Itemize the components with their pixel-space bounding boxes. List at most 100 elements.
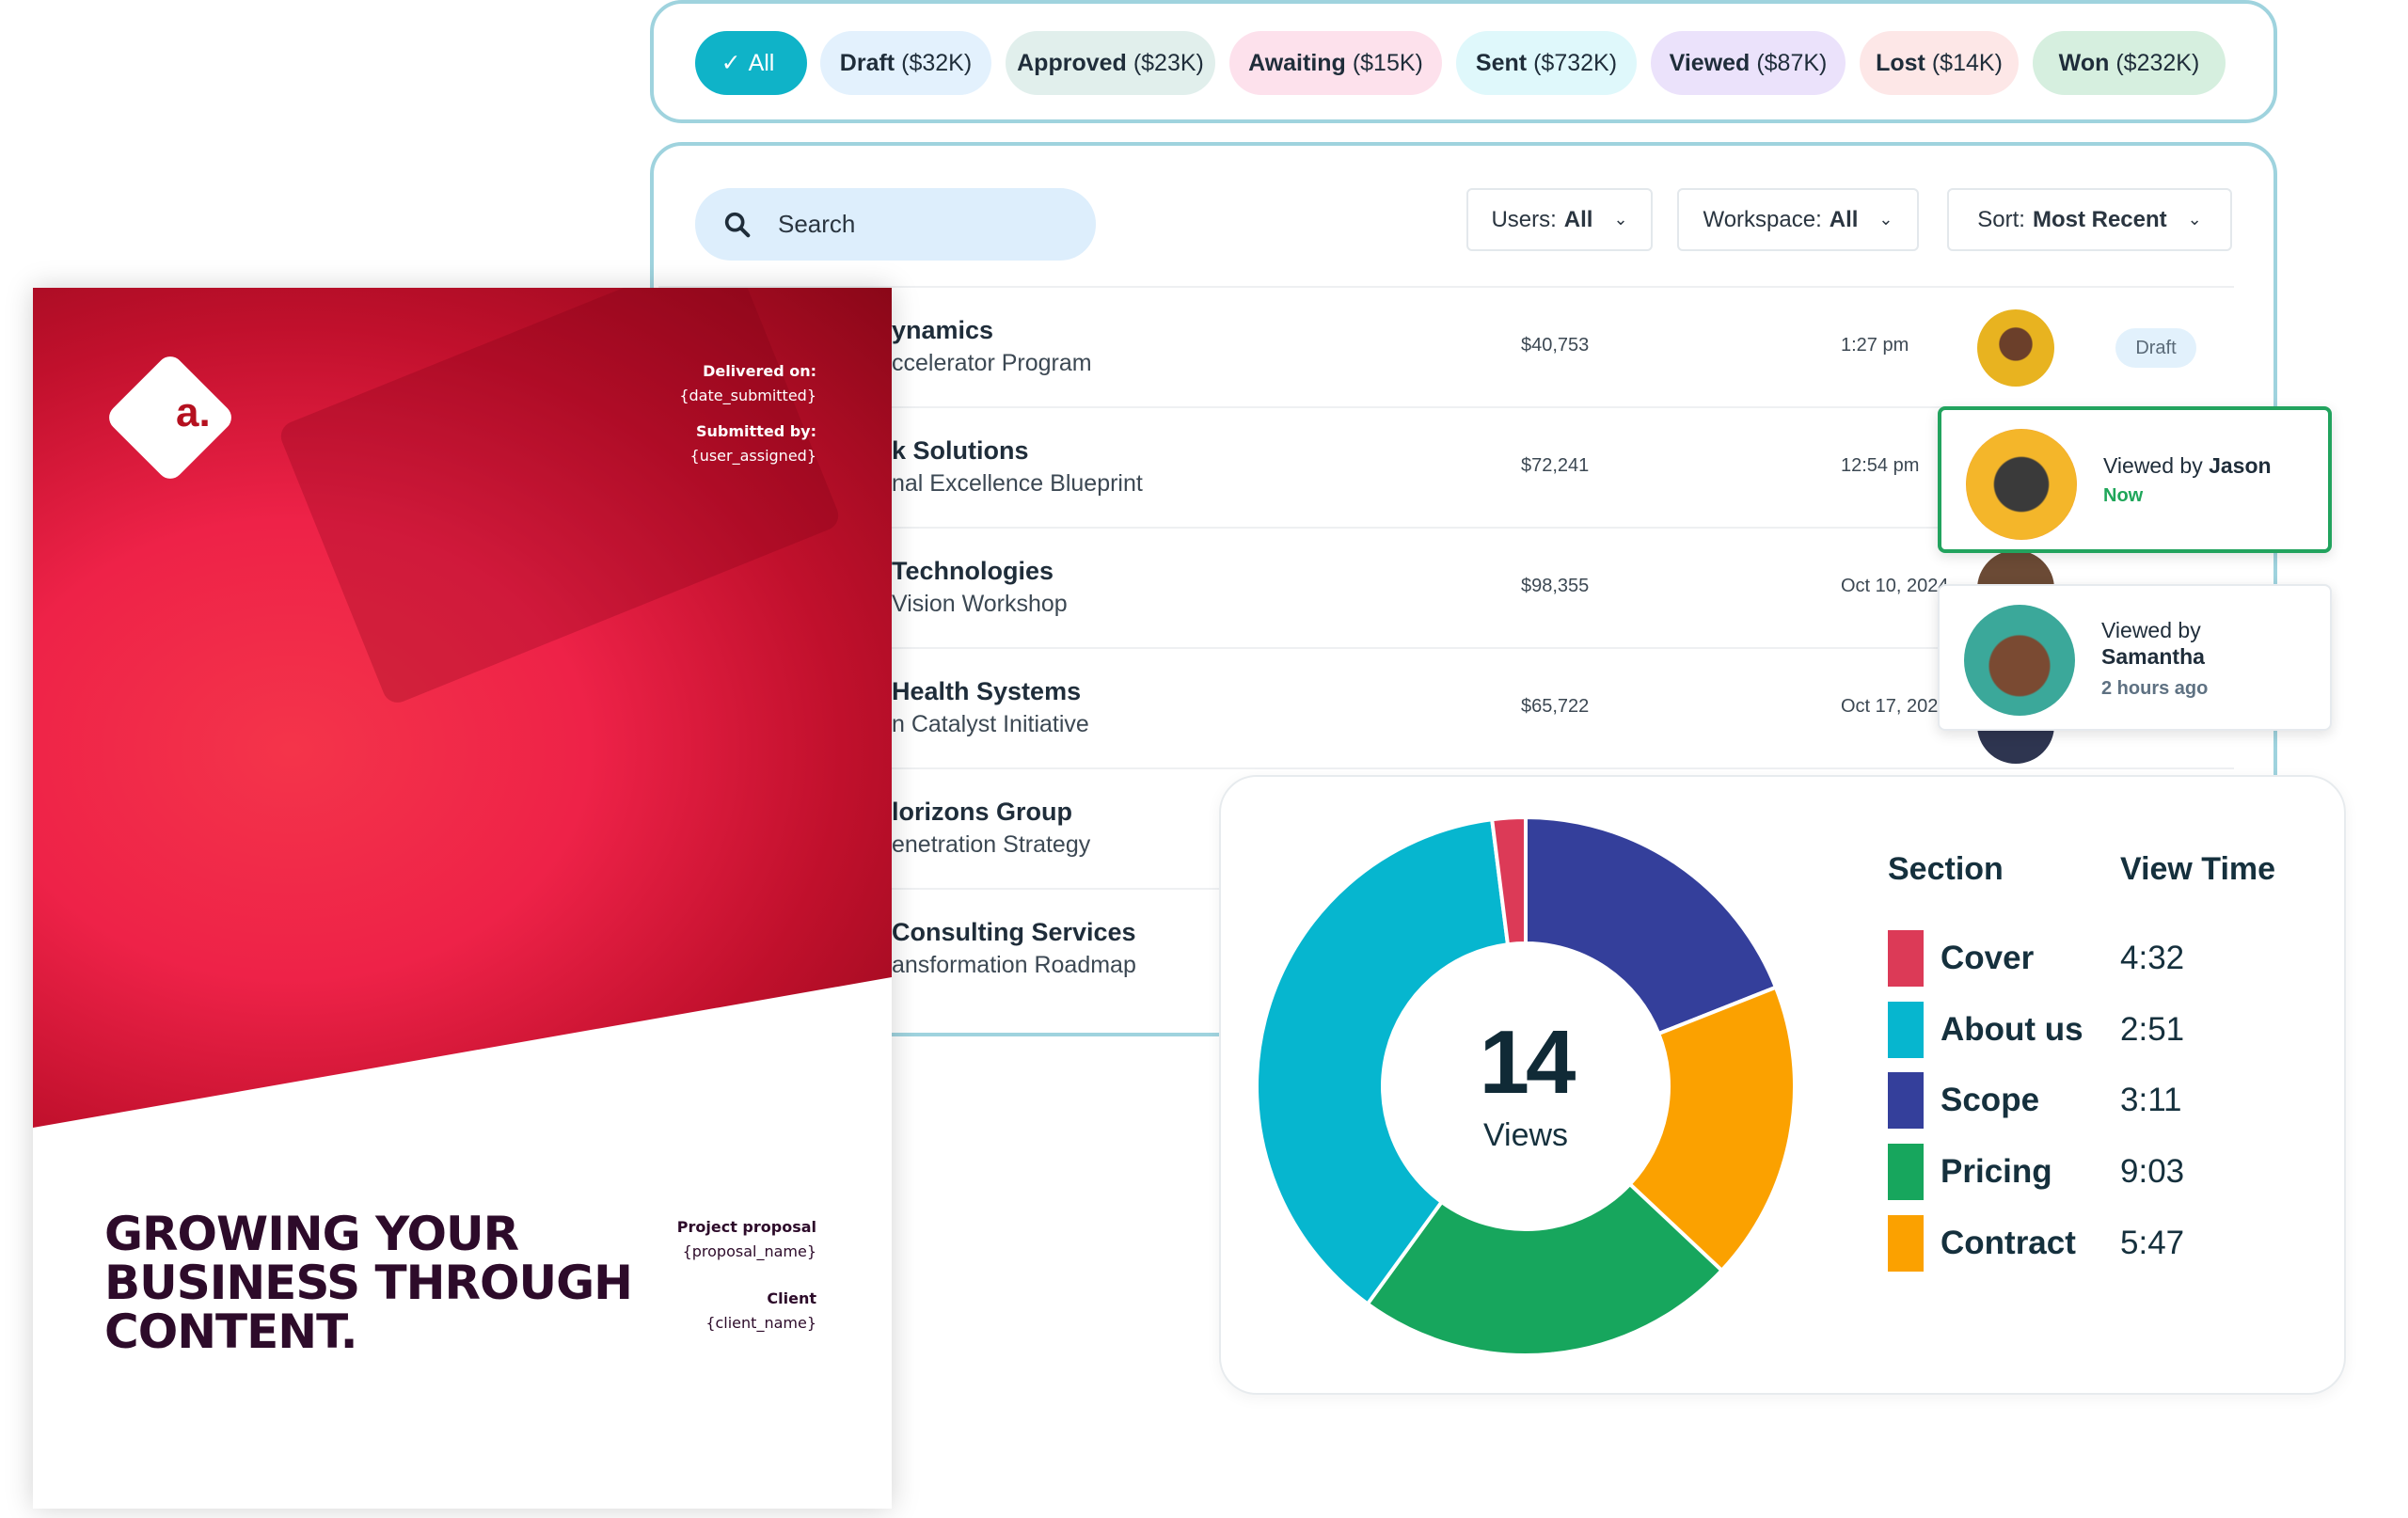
time: 12:54 pm: [1841, 455, 1920, 476]
legend-swatch: [1888, 1144, 1924, 1200]
filter-chip-all[interactable]: ✓ All: [695, 31, 807, 95]
filter-count: ($232K): [2115, 49, 2200, 76]
table-row[interactable]: ynamics ccelerator Program $40,753 1:27 …: [658, 288, 2234, 408]
views-count: 14: [1479, 1012, 1576, 1113]
proposal-name: n Catalyst Initiative: [892, 711, 1089, 737]
client-name: Health Systems: [892, 677, 1082, 705]
proposal-value: {proposal_name}: [682, 1242, 816, 1260]
filter-label: Approved: [1017, 49, 1127, 76]
filter-label: Draft: [839, 49, 895, 76]
views-donut-chart: [1255, 814, 1797, 1357]
workspace-dropdown[interactable]: Workspace: All ⌄: [1677, 188, 1919, 251]
legend-view-time: 2:51: [2120, 1011, 2185, 1048]
sort-value: Most Recent: [2032, 206, 2167, 232]
client-label: Client: [767, 1289, 816, 1307]
legend-label: Scope: [1941, 1082, 2040, 1118]
search-placeholder: Search: [778, 210, 856, 238]
chevron-down-icon: ⌄: [1613, 210, 1628, 229]
users-label: Users:: [1491, 206, 1557, 232]
legend-label: Contract: [1941, 1225, 2076, 1261]
workspace-value: All: [1829, 206, 1859, 232]
viewer-name: Jason: [2209, 453, 2272, 478]
time: Oct 17, 2024: [1841, 696, 1949, 717]
users-value: All: [1563, 206, 1593, 232]
proposal-name: ccelerator Program: [892, 350, 1092, 376]
delivered-value: {date_submitted}: [679, 387, 816, 404]
filter-chip-awaiting[interactable]: Awaiting ($15K): [1229, 31, 1442, 95]
proposal-name: enetration Strategy: [892, 831, 1091, 858]
time: 1:27 pm: [1841, 335, 1909, 356]
legend-header-section: Section: [1888, 851, 2004, 887]
avatar: [1977, 309, 2054, 387]
avatar: [1966, 429, 2077, 540]
table-row[interactable]: lorizons Group enetration Strategy: [658, 769, 1223, 890]
headline-line: BUSINESS THROUGH: [104, 1256, 633, 1310]
time: Oct 10, 2024: [1841, 576, 1949, 596]
filter-count: ($23K): [1133, 49, 1204, 76]
legend-item: Pricing 9:03: [1888, 1144, 2283, 1200]
donut-slice-scope: [1524, 814, 1779, 1036]
legend-label: About us: [1941, 1011, 2083, 1048]
filter-label: All: [748, 49, 775, 76]
filter-count: ($15K): [1352, 49, 1423, 76]
legend-view-time: 4:32: [2120, 940, 2185, 976]
proposal-label: Project proposal: [676, 1218, 816, 1236]
proposal-name: Vision Workshop: [892, 591, 1068, 617]
avatar: [1964, 605, 2075, 716]
client-name: Technologies: [892, 557, 1054, 585]
filter-chip-sent[interactable]: Sent ($732K): [1456, 31, 1637, 95]
filter-label: Won: [2058, 49, 2110, 76]
delivered-label: Delivered on:: [703, 362, 816, 380]
filter-chip-lost[interactable]: Lost ($14K): [1860, 31, 2019, 95]
views-label: Views: [1482, 1117, 1569, 1153]
legend-swatch: [1888, 1002, 1924, 1058]
logo-text: a.: [176, 389, 211, 435]
legend-item: About us 2:51: [1888, 1002, 2283, 1058]
legend-label: Pricing: [1941, 1153, 2052, 1190]
donut-slice-cover: [1489, 814, 1528, 947]
filter-label: Sent: [1475, 49, 1528, 76]
workspace-label: Workspace:: [1703, 206, 1822, 232]
legend-swatch: [1888, 1072, 1924, 1129]
search-icon: [724, 212, 751, 237]
table-row[interactable]: Consulting Services ansformation Roadmap: [658, 890, 1223, 1010]
filter-chip-viewed[interactable]: Viewed ($87K): [1651, 31, 1846, 95]
headline-line: CONTENT.: [104, 1305, 358, 1359]
search-input[interactable]: Search: [695, 188, 1096, 261]
sort-dropdown[interactable]: Sort: Most Recent ⌄: [1947, 188, 2232, 251]
filter-chip-won[interactable]: Won ($232K): [2033, 31, 2226, 95]
cover-headline: GROWING YOUR BUSINESS THROUGH CONTENT.: [104, 1207, 633, 1359]
headline-line: GROWING YOUR: [104, 1207, 519, 1261]
filter-chip-draft[interactable]: Draft ($32K): [820, 31, 991, 95]
client-name: Consulting Services: [892, 918, 1136, 946]
amount: $40,753: [1521, 335, 1590, 356]
submitted-value: {user_assigned}: [689, 447, 816, 465]
table-row[interactable]: k Solutions nal Excellence Blueprint $72…: [658, 408, 2234, 529]
filter-count: ($87K): [1756, 49, 1828, 76]
submitted-label: Submitted by:: [696, 422, 816, 440]
filter-chip-approved[interactable]: Approved ($23K): [1006, 31, 1215, 95]
viewed-by-jason-popup: Viewed by Jason Now: [1938, 406, 2332, 553]
donut-slice-contract: [1626, 985, 1797, 1273]
users-dropdown[interactable]: Users: All ⌄: [1466, 188, 1653, 251]
amount: $98,355: [1521, 576, 1590, 596]
proposal-name: nal Excellence Blueprint: [892, 470, 1143, 497]
proposal-name: ansformation Roadmap: [892, 952, 1136, 978]
viewed-by-samantha-popup: Viewed by Samantha 2 hours ago: [1938, 584, 2332, 731]
client-name: lorizons Group: [892, 798, 1072, 826]
legend-view-time: 3:11: [2120, 1082, 2182, 1118]
amount: $72,241: [1521, 455, 1590, 476]
divider: [658, 286, 2234, 288]
filter-label: Viewed: [1669, 49, 1751, 76]
legend-item: Scope 3:11: [1888, 1072, 2283, 1129]
sort-label: Sort:: [1977, 206, 2025, 232]
filter-label: Awaiting: [1248, 49, 1346, 76]
viewed-time: 2 hours ago: [2101, 678, 2209, 699]
viewed-by-label: Viewed by: [2101, 618, 2201, 642]
amount: $65,722: [1521, 696, 1590, 717]
donut-slice-pricing: [1365, 1181, 1725, 1357]
legend-item: Contract 5:47: [1888, 1215, 2283, 1272]
client-name: k Solutions: [892, 436, 1029, 465]
legend-view-time: 9:03: [2120, 1153, 2185, 1190]
legend-item: Cover 4:32: [1888, 930, 2283, 987]
